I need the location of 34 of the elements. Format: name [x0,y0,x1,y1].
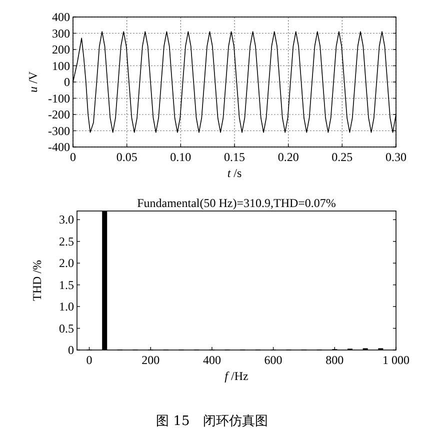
y-tick-label: 100 [52,58,70,73]
x-axis-title: t /s [227,166,242,180]
y-tick-label: 3.0 [59,212,74,227]
y-tick-label: 300 [52,26,70,40]
x-tick-label: 0.15 [224,150,245,164]
y-tick-label: 400 [52,10,70,24]
x-tick-label: 0.10 [170,150,192,164]
x-tick-label: 200 [142,353,160,367]
y-tick-label: 1.5 [59,278,74,292]
y-tick-label: 0 [68,343,74,357]
y-tick-label: 200 [52,42,70,56]
y-tick-label: 0 [64,75,70,89]
x-tick-label: 800 [326,353,344,367]
x-tick-label: 0 [86,353,92,367]
y-tick-label: -300 [48,124,70,138]
x-tick-label: 600 [264,353,282,367]
y-tick-label: -400 [48,140,70,154]
caption: 图 15 闭环仿真图 [156,414,268,429]
y-tick-label: 0.5 [59,321,74,336]
y-tick-label: -100 [48,91,70,106]
y-axis-title: THD /% [30,260,44,301]
x-tick-label: 400 [202,353,221,367]
x-tick-label: 1 000 [382,353,410,367]
x-tick-label: 0.05 [116,150,138,164]
y-axis-title: u /V [26,71,40,92]
x-tick-label: 0.30 [386,150,406,164]
x-axis-title: f /Hz [224,369,248,383]
x-tick-label: 0.25 [332,150,353,164]
chart-title: Fundamental(50 Hz)=310.9,THD=0.07% [137,196,336,210]
y-tick-label: 1.0 [59,300,74,314]
y-tick-label: 2.5 [59,234,74,248]
y-tick-label: -200 [48,108,70,122]
y-tick-label: 2.0 [59,256,74,270]
x-tick-label: 0.20 [278,150,299,164]
